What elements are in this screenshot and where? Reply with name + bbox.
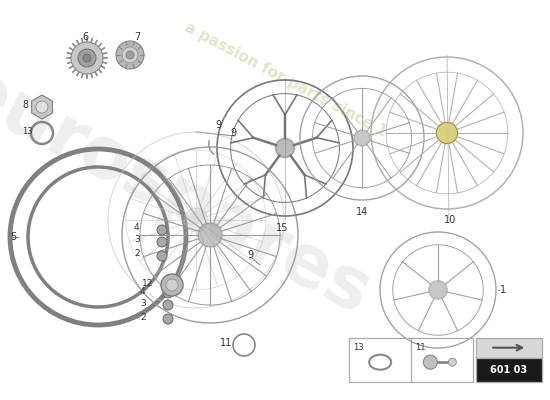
Text: 9: 9 (215, 120, 221, 130)
Text: 13: 13 (353, 343, 364, 352)
Bar (349, 338, 473, 382)
Text: eurospares: eurospares (0, 54, 383, 330)
Text: 2: 2 (140, 312, 146, 322)
Text: 9: 9 (230, 128, 236, 138)
Circle shape (71, 42, 103, 74)
Circle shape (163, 288, 173, 298)
Circle shape (157, 225, 167, 235)
Text: 13: 13 (22, 126, 32, 136)
Bar (476, 358, 542, 382)
Text: 8: 8 (22, 100, 28, 110)
Circle shape (163, 314, 173, 324)
Circle shape (198, 223, 222, 247)
Text: 14: 14 (356, 207, 368, 217)
Text: 3: 3 (134, 236, 140, 244)
Circle shape (163, 300, 173, 310)
Circle shape (161, 274, 183, 296)
Text: 1: 1 (500, 285, 506, 295)
Text: 9: 9 (247, 250, 253, 260)
Circle shape (428, 281, 447, 299)
Text: a passion for parts since 1: a passion for parts since 1 (183, 20, 389, 140)
Polygon shape (31, 95, 52, 119)
Circle shape (166, 279, 178, 291)
Circle shape (36, 101, 48, 113)
Circle shape (122, 47, 138, 63)
Text: 15: 15 (276, 223, 288, 233)
Text: 2: 2 (134, 250, 140, 258)
Circle shape (126, 51, 134, 59)
Bar (476, 338, 542, 358)
Text: 12: 12 (142, 278, 153, 288)
Text: 3: 3 (140, 298, 146, 308)
Circle shape (354, 130, 370, 146)
Text: 7: 7 (134, 32, 140, 42)
Text: 10: 10 (444, 215, 456, 225)
Circle shape (157, 237, 167, 247)
Circle shape (448, 358, 456, 366)
Circle shape (116, 41, 144, 69)
Text: 4: 4 (134, 224, 140, 232)
Circle shape (276, 138, 294, 158)
Text: 6: 6 (82, 32, 88, 42)
Text: 11: 11 (220, 338, 232, 348)
Text: 11: 11 (415, 343, 426, 352)
Circle shape (83, 54, 91, 62)
Circle shape (184, 208, 208, 232)
Circle shape (157, 251, 167, 261)
Text: 601 03: 601 03 (490, 365, 527, 375)
Text: 5: 5 (10, 232, 16, 242)
Text: 4: 4 (140, 286, 146, 296)
Circle shape (78, 49, 96, 67)
Circle shape (424, 355, 437, 369)
Circle shape (436, 122, 458, 144)
